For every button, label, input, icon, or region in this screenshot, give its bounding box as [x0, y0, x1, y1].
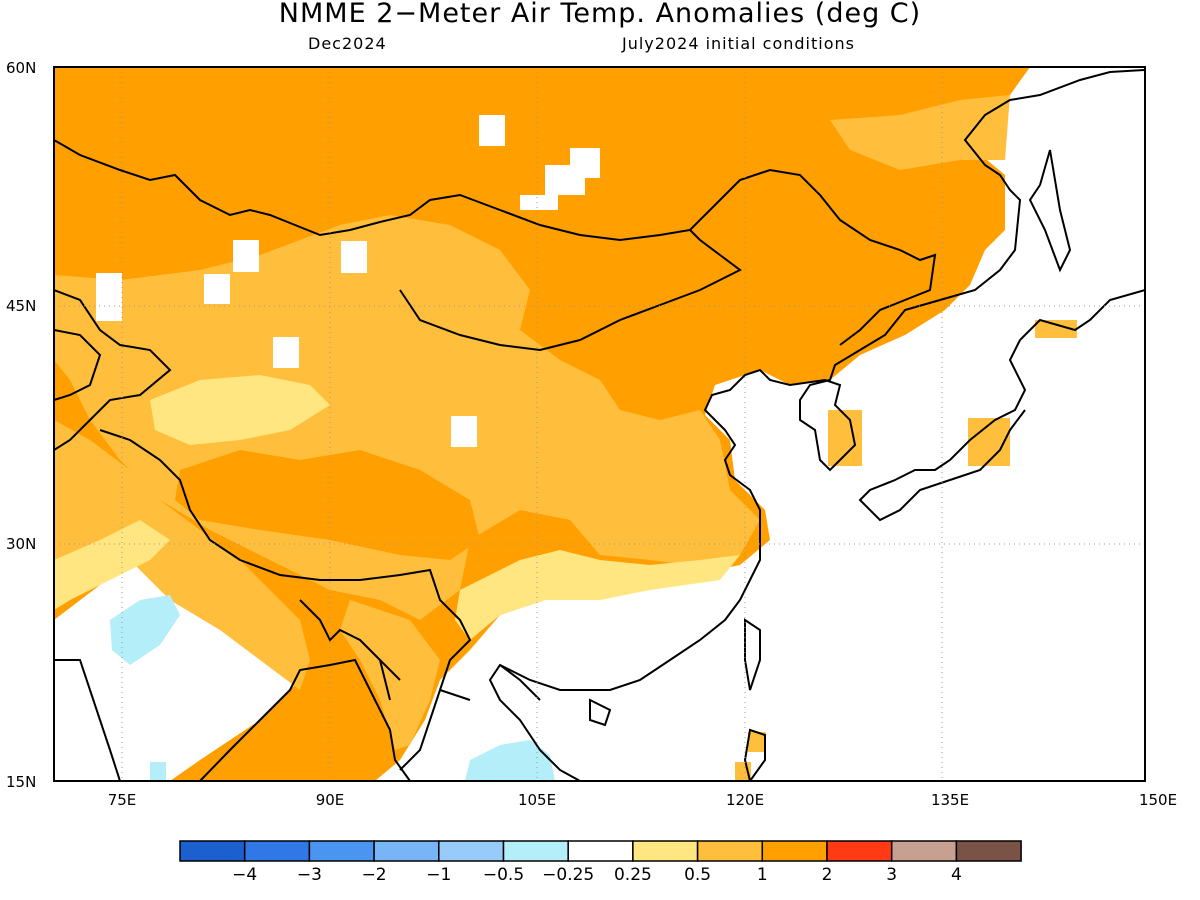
masked-lake-uvs [341, 241, 367, 273]
colorbar-label-11: 4 [951, 865, 962, 885]
longitude-labels: 75E 90E 105E 120E 135E 150E [108, 791, 1177, 809]
anomaly-region-neg-thailand [465, 740, 555, 781]
colorbar-label-1: −3 [297, 865, 322, 885]
colorbar-label-0: −4 [232, 865, 257, 885]
lon-label-150e: 150E [1139, 791, 1177, 809]
colorbar-swatch-11 [890, 840, 958, 862]
colorbar-swatch-0 [179, 840, 246, 862]
anomaly-region-taiwan [748, 732, 766, 752]
anomaly-region-1-2-west-siberia [54, 110, 150, 180]
colorbar-swatch-5 [502, 840, 569, 862]
colorbar-label-8: 1 [757, 865, 768, 885]
anomaly-region-near-zero-east [375, 67, 1145, 781]
kazakh-border [54, 329, 102, 401]
anomaly-field [54, 67, 1145, 781]
colorbar-label-5: −0.25 [542, 865, 594, 885]
anomaly-region-0.5-1-far-east [830, 95, 1010, 170]
valid-month-label: Dec2024 [308, 34, 387, 53]
initial-conditions-label: July2024 initial conditions [622, 34, 855, 53]
colorbar-swatch-10 [826, 840, 893, 862]
india-bay-coast [54, 658, 411, 781]
sakhalin-coast [1028, 149, 1072, 273]
central-asia-border [54, 289, 172, 451]
japan-coast [858, 289, 1145, 522]
anomaly-region-korea [828, 410, 862, 466]
anomaly-region-0.5-1-myanmar [340, 600, 440, 750]
colorbar-swatch-9 [761, 840, 828, 862]
map-frame [53, 66, 1146, 782]
lat-label-45n: 45N [6, 297, 36, 315]
anomaly-region-1-2-tibet [175, 450, 480, 560]
colorbar-swatch-1 [243, 840, 311, 862]
colorbar-label-6: 0.25 [614, 865, 652, 885]
colorbar-swatch-2 [308, 840, 375, 862]
luzon-coast [743, 728, 766, 781]
colorbar-swatch-12 [955, 840, 1022, 862]
himalaya-border [99, 429, 472, 771]
colorbar-label-9: 2 [822, 865, 833, 885]
russia-border [54, 139, 937, 346]
mongolia-south-border [399, 229, 742, 352]
colorbar-label-10: 3 [886, 865, 897, 885]
masked-lake-qinghai [451, 416, 477, 447]
colorbar: −4 −3 −2 −1 −0.5 −0.25 0.25 0.5 1 2 3 4 [179, 840, 1022, 885]
colorbar-label-4: −0.5 [483, 865, 524, 885]
anomaly-region-0.25-0.5-taklamakan [150, 375, 330, 445]
colorbar-swatch-8 [696, 840, 764, 862]
graticule [54, 67, 1145, 781]
lon-label-90e: 90E [316, 791, 345, 809]
colorbar-swatch-7 [632, 840, 699, 862]
anomaly-region-0.25-0.5-pakistan [54, 520, 170, 610]
map-title: NMME 2−Meter Air Temp. Anomalies (deg C) [278, 0, 922, 29]
lon-label-75e: 75E [108, 791, 137, 809]
anomaly-region-0.25-0.5-south-china [455, 550, 740, 640]
anomaly-region-neg-india [110, 595, 180, 665]
colorbar-swatch-4 [438, 840, 505, 862]
coastlines-borders [54, 69, 1145, 781]
anomaly-region-hokkaido [1035, 320, 1077, 338]
masked-lake-baikal [520, 148, 600, 210]
masked-lake-alakol [204, 274, 230, 304]
taiwan-coast [744, 618, 761, 691]
lat-label-30n: 30N [6, 535, 36, 553]
lon-label-105e: 105E [518, 791, 556, 809]
lon-label-120e: 120E [726, 791, 764, 809]
masked-lake-zaysan [233, 240, 259, 272]
lat-label-15n: 15N [6, 773, 36, 791]
colorbar-swatch-3 [373, 840, 440, 862]
lat-label-60n: 60N [6, 59, 36, 77]
colorbar-label-2: −2 [362, 865, 387, 885]
colorbar-label-7: 0.5 [684, 865, 711, 885]
colorbar-swatch-6 [567, 840, 634, 862]
anomaly-region-0.5-1-nw-india [54, 420, 310, 690]
masked-lake-bosten [273, 337, 299, 368]
masked-lake-khovsgol [479, 115, 505, 146]
east-asia-coastline [488, 69, 1145, 781]
latitude-labels: 60N 45N 30N 15N [6, 59, 36, 791]
masked-lake-balkhash [96, 273, 122, 321]
lon-label-135e: 135E [931, 791, 969, 809]
southeast-asia-borders [299, 599, 541, 701]
anomaly-region-neg-tip [150, 762, 166, 781]
hainan-coast [589, 698, 612, 727]
colorbar-label-3: −1 [426, 865, 451, 885]
